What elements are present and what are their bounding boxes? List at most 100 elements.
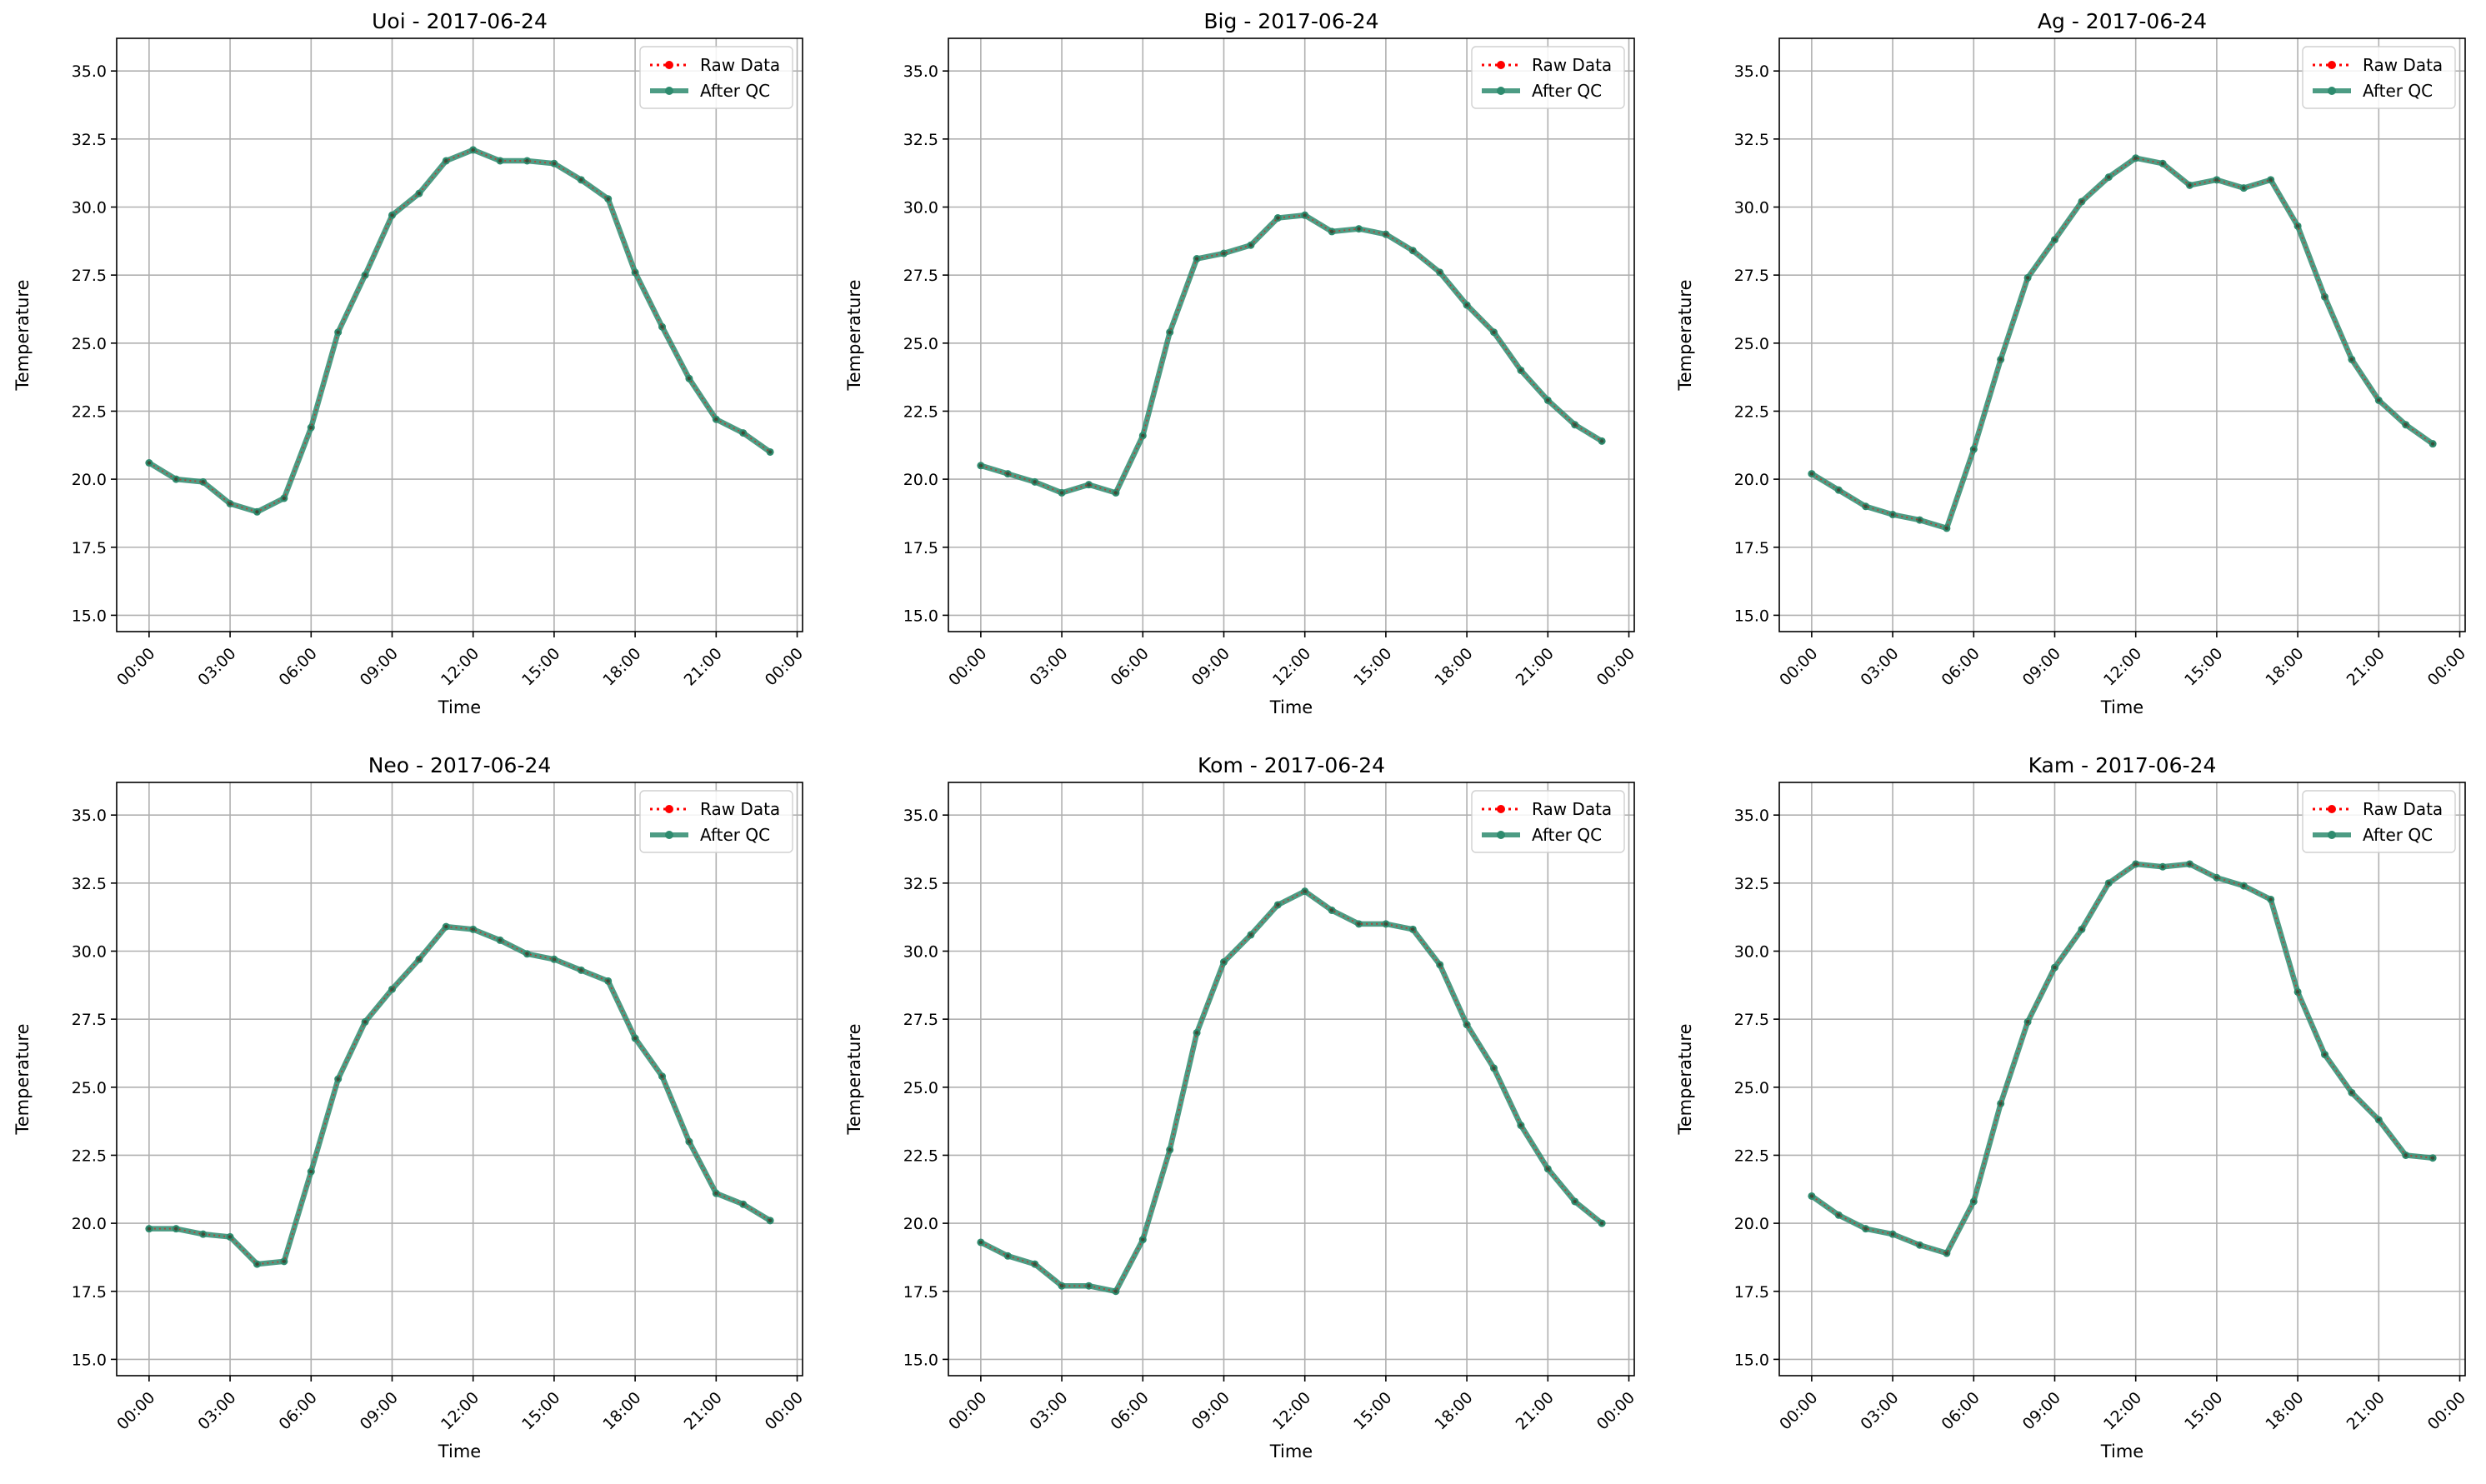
- raw-data-point: [1918, 1243, 1922, 1247]
- raw-data-point: [2107, 881, 2111, 886]
- subplot-title: Ag - 2017-06-24: [2038, 9, 2207, 33]
- raw-data-point: [2377, 398, 2381, 402]
- y-axis-label: Temperature: [1675, 1023, 1695, 1135]
- raw-data-point: [1383, 232, 1388, 237]
- raw-data-point: [2160, 162, 2165, 166]
- raw-data-point: [1329, 229, 1334, 234]
- legend-raw-label: Raw Data: [1532, 55, 1612, 75]
- raw-data-point: [147, 1227, 152, 1231]
- y-tick-label: 20.0: [72, 1215, 107, 1233]
- raw-data-point: [1194, 257, 1199, 261]
- legend-after-qc-marker: [665, 831, 673, 839]
- raw-data-point: [1863, 1227, 1868, 1231]
- raw-data-point: [2079, 199, 2084, 204]
- raw-data-point: [2430, 1156, 2435, 1160]
- raw-data-point: [1944, 526, 1949, 531]
- y-tick-label: 25.0: [72, 335, 107, 353]
- plot-frame: [1778, 782, 2466, 1377]
- raw-data-point: [2377, 1117, 2381, 1122]
- legend-raw-label: Raw Data: [700, 799, 780, 819]
- legend-after-qc-label: After QC: [1532, 81, 1602, 101]
- raw-data-point: [1837, 1213, 1841, 1217]
- raw-data-point: [309, 425, 313, 430]
- raw-data-point: [2025, 276, 2030, 280]
- subplot-title: Kam - 2017-06-24: [2028, 753, 2217, 777]
- legend-after-qc-label: After QC: [700, 825, 770, 845]
- y-tick-label: 22.5: [72, 1147, 107, 1165]
- raw-data-point: [1599, 1221, 1604, 1226]
- raw-data-point: [768, 450, 773, 454]
- y-tick-label: 27.5: [903, 267, 938, 285]
- raw-data-point: [660, 1074, 664, 1078]
- raw-data-point: [1276, 902, 1280, 907]
- legend-raw-marker: [1497, 805, 1505, 813]
- raw-data-point: [1998, 1102, 2003, 1106]
- y-axis-label: Temperature: [13, 279, 33, 391]
- y-tick-label: 22.5: [903, 1147, 938, 1165]
- raw-data-point: [201, 1232, 205, 1237]
- raw-data-point: [1464, 302, 1469, 307]
- y-tick-label: 30.0: [72, 198, 107, 217]
- legend-after-qc-label: After QC: [2363, 825, 2433, 845]
- raw-data-point: [1411, 248, 1415, 252]
- raw-data-point: [228, 1235, 233, 1239]
- y-tick-label: 30.0: [1734, 198, 1769, 217]
- raw-data-point: [1113, 1289, 1118, 1293]
- y-tick-label: 15.0: [72, 1351, 107, 1369]
- legend-after-qc-marker: [1497, 831, 1505, 839]
- legend: Raw Data After QC: [1471, 46, 1625, 109]
- raw-data-point: [471, 147, 475, 152]
- legend-raw-marker: [2328, 61, 2336, 69]
- series-after-qc-line: [978, 212, 1605, 496]
- legend-raw-marker: [1497, 61, 1505, 69]
- raw-data-point: [660, 325, 664, 329]
- raw-data-point: [2323, 1052, 2327, 1057]
- raw-data-point: [363, 1020, 368, 1024]
- raw-data-point: [1518, 1123, 1523, 1127]
- raw-data-point: [1303, 889, 1307, 893]
- raw-data-point: [1248, 932, 1253, 937]
- raw-data-point: [2188, 862, 2192, 867]
- x-axis-label: Time: [1269, 697, 1313, 717]
- raw-data-point: [606, 197, 610, 201]
- raw-data-point: [2188, 183, 2192, 187]
- y-tick-label: 15.0: [903, 1351, 938, 1369]
- series-after-qc-line: [146, 923, 773, 1267]
- y-tick-label: 27.5: [1734, 267, 1769, 285]
- raw-data-point: [1059, 491, 1064, 495]
- legend-after-qc-marker: [665, 87, 673, 95]
- raw-data-point: [1168, 1147, 1172, 1152]
- x-axis-label: Time: [438, 1442, 481, 1462]
- legend: Raw Data After QC: [2302, 46, 2456, 109]
- y-tick-label: 15.0: [1734, 607, 1769, 625]
- raw-data-point: [1518, 368, 1523, 372]
- raw-data-point: [1599, 439, 1604, 443]
- raw-data-point: [417, 191, 422, 196]
- raw-data-point: [714, 417, 718, 422]
- raw-data-point: [498, 938, 503, 942]
- raw-data-point: [579, 968, 583, 972]
- legend-after-qc-marker: [2328, 87, 2336, 95]
- raw-data-point: [1573, 422, 1577, 427]
- raw-data-point: [1809, 472, 1814, 476]
- raw-data-point: [1141, 433, 1145, 438]
- raw-data-point: [1329, 908, 1334, 912]
- plot-frame: [948, 37, 1635, 632]
- raw-data-point: [714, 1191, 718, 1196]
- y-tick-label: 25.0: [903, 1079, 938, 1097]
- y-tick-label: 32.5: [903, 131, 938, 149]
- raw-data-point: [1383, 922, 1388, 927]
- raw-data-point: [309, 1169, 313, 1174]
- raw-data-point: [1006, 1254, 1010, 1258]
- raw-data-point: [2025, 1020, 2030, 1024]
- plot-frame: [116, 37, 803, 632]
- y-tick-label: 30.0: [1734, 942, 1769, 961]
- raw-data-point: [201, 480, 205, 484]
- y-tick-label: 32.5: [903, 875, 938, 893]
- y-tick-label: 25.0: [903, 335, 938, 353]
- series-raw-data-line: [1811, 157, 2433, 530]
- raw-data-point: [444, 924, 448, 929]
- series-after-qc-line: [146, 147, 773, 515]
- raw-data-point: [2079, 927, 2084, 932]
- subplot-title: Big - 2017-06-24: [1203, 9, 1378, 33]
